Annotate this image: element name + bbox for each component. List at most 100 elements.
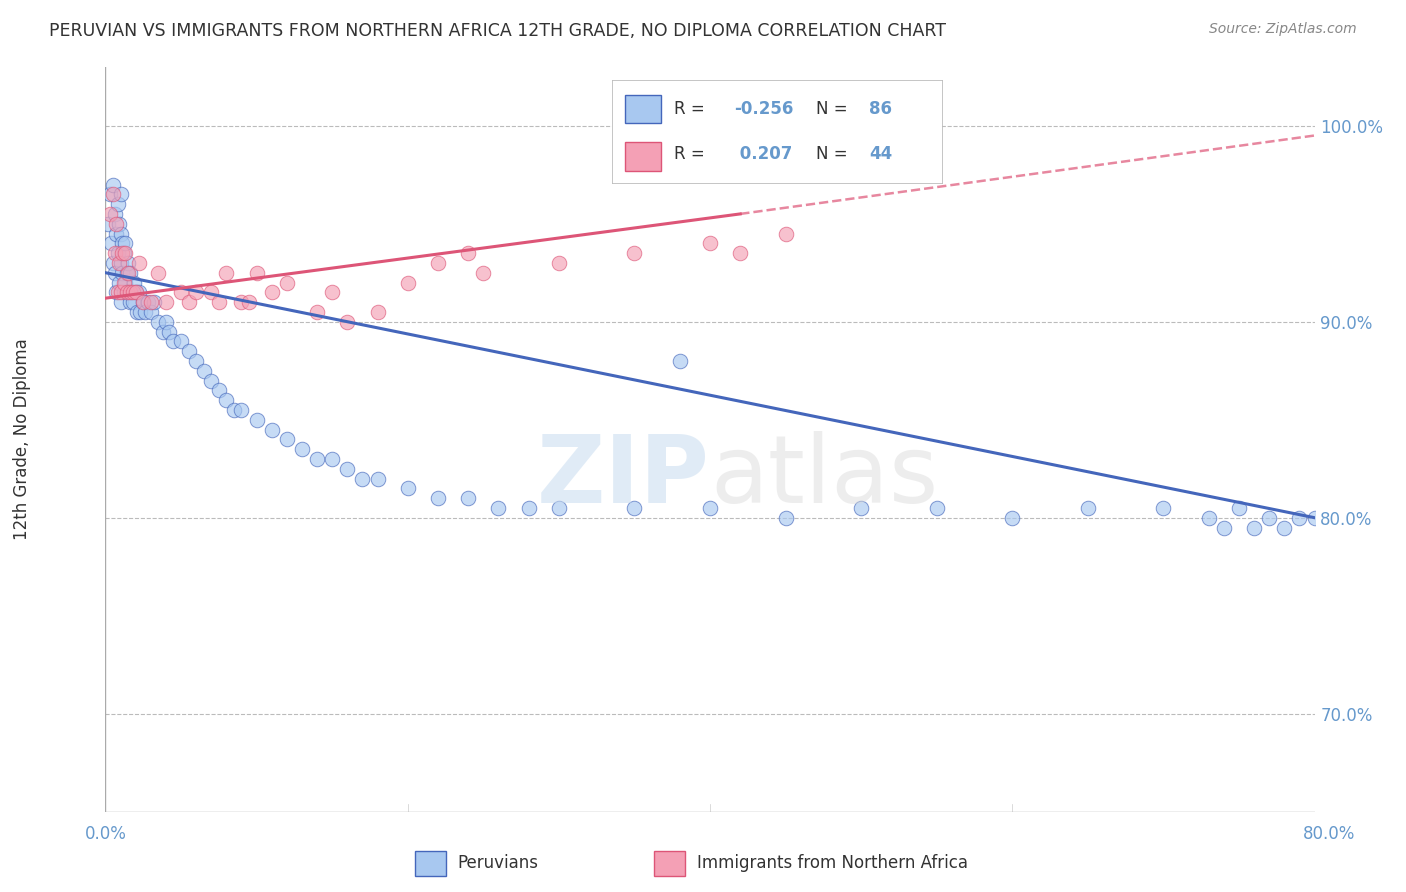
Point <box>699 500 721 515</box>
Point <box>132 295 155 310</box>
Point <box>336 315 359 329</box>
Point <box>215 393 238 408</box>
Point <box>208 384 231 398</box>
Point <box>108 276 131 290</box>
Point <box>276 276 298 290</box>
Text: Source: ZipAtlas.com: Source: ZipAtlas.com <box>1209 22 1357 37</box>
Point <box>427 256 450 270</box>
Point <box>108 256 131 270</box>
Point <box>1258 510 1281 524</box>
Text: Peruvians: Peruvians <box>457 855 538 872</box>
Point <box>307 451 329 466</box>
Point <box>110 227 132 241</box>
Point <box>1077 500 1099 515</box>
Point <box>98 187 121 202</box>
Point <box>128 285 150 300</box>
Point <box>276 433 298 447</box>
Point <box>107 285 129 300</box>
Point <box>488 500 510 515</box>
Point <box>129 305 152 319</box>
Point <box>112 246 135 260</box>
Point <box>307 305 329 319</box>
Point <box>103 266 125 280</box>
Text: ZIP: ZIP <box>537 431 710 523</box>
Text: R =: R = <box>675 100 706 118</box>
Point <box>134 305 156 319</box>
Point <box>98 207 121 221</box>
Point <box>291 442 314 456</box>
Point <box>101 256 124 270</box>
Text: atlas: atlas <box>710 431 938 523</box>
Text: R =: R = <box>675 145 706 163</box>
Text: 44: 44 <box>869 145 893 163</box>
Point <box>1213 520 1236 534</box>
Point <box>115 266 138 280</box>
Text: Immigrants from Northern Africa: Immigrants from Northern Africa <box>697 855 969 872</box>
Point <box>623 500 645 515</box>
Point <box>101 178 124 192</box>
Text: PERUVIAN VS IMMIGRANTS FROM NORTHERN AFRICA 12TH GRADE, NO DIPLOMA CORRELATION C: PERUVIAN VS IMMIGRANTS FROM NORTHERN AFR… <box>49 22 946 40</box>
Point <box>260 285 283 300</box>
Point <box>186 285 208 300</box>
Point <box>336 461 359 475</box>
Point <box>162 334 184 349</box>
Point <box>121 295 143 310</box>
Point <box>103 246 125 260</box>
Point <box>366 471 388 485</box>
Point <box>136 295 159 310</box>
Point <box>775 510 797 524</box>
Point <box>1288 510 1310 524</box>
Point <box>108 217 131 231</box>
Point <box>100 236 122 251</box>
Point <box>1274 520 1296 534</box>
Point <box>107 246 129 260</box>
Point <box>1243 520 1265 534</box>
Point <box>117 256 139 270</box>
Point <box>111 246 134 260</box>
Point <box>215 266 238 280</box>
Point <box>396 276 419 290</box>
Point <box>238 295 260 310</box>
Point <box>849 500 872 515</box>
Point <box>142 295 165 310</box>
Point <box>148 266 170 280</box>
Point <box>122 276 145 290</box>
Point <box>114 276 136 290</box>
Point <box>121 285 143 300</box>
Point <box>231 403 253 417</box>
Point <box>148 315 170 329</box>
Point <box>427 491 450 505</box>
Point <box>112 276 135 290</box>
Point <box>124 285 148 300</box>
Point <box>457 491 479 505</box>
Point <box>193 364 215 378</box>
Point <box>115 285 138 300</box>
Point <box>132 295 155 310</box>
FancyBboxPatch shape <box>624 95 661 123</box>
Point <box>155 295 177 310</box>
Point <box>177 295 200 310</box>
Point <box>110 295 132 310</box>
Point <box>1153 500 1175 515</box>
Point <box>103 207 125 221</box>
Point <box>101 187 124 202</box>
Text: 0.0%: 0.0% <box>84 825 127 843</box>
Point <box>128 256 150 270</box>
Point <box>110 285 132 300</box>
Point <box>120 285 142 300</box>
Point <box>117 266 139 280</box>
Point <box>117 285 139 300</box>
Point <box>1198 510 1220 524</box>
Text: N =: N = <box>817 145 848 163</box>
Point <box>246 413 269 427</box>
Point <box>139 295 162 310</box>
Text: 12th Grade, No Diploma: 12th Grade, No Diploma <box>13 338 31 541</box>
Point <box>208 295 231 310</box>
Text: 0.207: 0.207 <box>734 145 792 163</box>
Point <box>155 315 177 329</box>
Text: -0.256: -0.256 <box>734 100 793 118</box>
Point <box>457 246 479 260</box>
Point <box>669 354 692 368</box>
Point <box>118 285 141 300</box>
Point <box>139 305 162 319</box>
